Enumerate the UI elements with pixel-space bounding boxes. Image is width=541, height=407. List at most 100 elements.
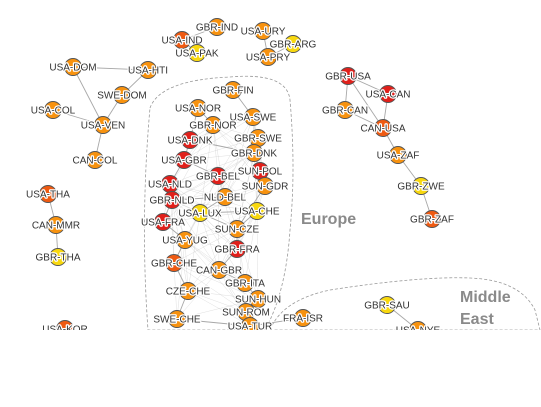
node-usa-tha[interactable]: USA-THA — [25, 185, 72, 203]
node-gbr-ita[interactable]: GBR-ITA — [224, 274, 266, 292]
node-sun-rom[interactable]: SUN-ROM — [221, 303, 271, 321]
node-circle[interactable] — [228, 240, 246, 258]
node-gbr-ind[interactable]: GBR-IND — [195, 18, 239, 36]
node-circle[interactable] — [412, 177, 430, 195]
node-usa-pak[interactable]: USA-PAK — [174, 44, 220, 62]
node-swe-che[interactable]: SWE-CHE — [152, 310, 202, 328]
node-usa-lux[interactable]: USA-LUX — [177, 204, 223, 222]
node-swe-dom[interactable]: SWE-DOM — [96, 86, 148, 104]
node-usa-gbr[interactable]: USA-GBR — [160, 151, 208, 169]
node-usa-ven[interactable]: USA-VEN — [80, 116, 126, 134]
node-usa-can[interactable]: USA-CAN — [364, 85, 412, 103]
node-gbr-zaf[interactable]: GBR-ZAF — [409, 210, 455, 228]
node-gbr-can[interactable]: GBR-CAN — [321, 101, 369, 119]
node-gbr-tha[interactable]: GBR-THA — [34, 248, 82, 266]
node-circle[interactable] — [423, 210, 441, 228]
node-circle[interactable] — [165, 254, 183, 272]
node-gbr-dnk[interactable]: GBR-DNK — [230, 144, 279, 162]
node-circle[interactable] — [189, 99, 207, 117]
node-circle[interactable] — [249, 290, 267, 308]
node-circle[interactable] — [44, 101, 62, 119]
node-circle[interactable] — [49, 248, 67, 266]
node-circle[interactable] — [191, 204, 209, 222]
node-sun-cze[interactable]: SUN-CZE — [214, 220, 261, 238]
node-circle[interactable] — [113, 86, 131, 104]
node-usa-pry[interactable]: USA-PRY — [245, 48, 292, 66]
node-usa-swe[interactable]: USA-SWE — [228, 108, 278, 126]
node-circle[interactable] — [179, 282, 197, 300]
node-circle[interactable] — [39, 185, 57, 203]
node-gbr-bel[interactable]: GBR-BEL — [195, 167, 242, 185]
node-circle[interactable] — [64, 58, 82, 76]
node-gbr-fin[interactable]: GBR-FIN — [211, 81, 255, 99]
node-can-gbr[interactable]: CAN-GBR — [195, 261, 243, 279]
node-usa-nld[interactable]: USA-NLD — [147, 175, 193, 193]
node-circle[interactable] — [374, 119, 392, 137]
node-circle[interactable] — [154, 213, 172, 231]
node-circle[interactable] — [209, 167, 227, 185]
node-circle[interactable] — [378, 296, 396, 314]
node-cze-che[interactable]: CZE-CHE — [165, 282, 212, 300]
node-circle[interactable] — [389, 146, 407, 164]
node-usa-hti[interactable]: USA-HTI — [127, 61, 169, 79]
node-usa-kor[interactable]: USA-KOR — [41, 320, 89, 331]
node-circle[interactable] — [176, 231, 194, 249]
node-circle[interactable] — [224, 81, 242, 99]
node-sun-gdr[interactable]: SUN-GDR — [240, 177, 290, 195]
node-circle[interactable] — [181, 131, 199, 149]
node-circle[interactable] — [228, 220, 246, 238]
node-gbr-zwe[interactable]: GBR-ZWE — [396, 177, 446, 195]
node-usa-fra[interactable]: USA-FRA — [140, 213, 187, 231]
node-fra-isr[interactable]: FRA-ISR — [282, 309, 324, 327]
node-gbr-nor[interactable]: GBR-NOR — [188, 116, 238, 134]
node-circle[interactable] — [139, 61, 157, 79]
node-can-col[interactable]: CAN-COL — [71, 151, 119, 169]
node-circle[interactable] — [175, 151, 193, 169]
node-circle[interactable] — [210, 261, 228, 279]
node-circle[interactable] — [216, 188, 234, 206]
node-circle[interactable] — [256, 177, 274, 195]
node-gbr-swe[interactable]: GBR-SWE — [233, 129, 283, 147]
node-circle[interactable] — [173, 31, 191, 49]
node-circle[interactable] — [94, 116, 112, 134]
node-circle[interactable] — [248, 202, 266, 220]
node-sun-pol[interactable]: SUN-POL — [237, 162, 284, 180]
node-circle[interactable] — [245, 144, 263, 162]
node-circle[interactable] — [244, 108, 262, 126]
node-circle[interactable] — [339, 67, 357, 85]
node-circle[interactable] — [294, 309, 312, 327]
node-can-mmr[interactable]: CAN-MMR — [31, 216, 81, 234]
node-usa-ury[interactable]: USA-URY — [239, 22, 287, 40]
node-circle[interactable] — [336, 101, 354, 119]
node-circle[interactable] — [379, 85, 397, 103]
node-circle[interactable] — [208, 18, 226, 36]
node-usa-che[interactable]: USA-CHE — [233, 202, 281, 220]
node-circle[interactable] — [47, 216, 65, 234]
node-circle[interactable] — [204, 116, 222, 134]
node-gbr-usa[interactable]: GBR-USA — [324, 67, 372, 85]
node-gbr-fra[interactable]: GBR-FRA — [213, 240, 261, 258]
node-circle[interactable] — [56, 320, 74, 331]
node-gbr-sau[interactable]: GBR-SAU — [363, 296, 411, 314]
node-circle[interactable] — [188, 44, 206, 62]
node-nld-bel[interactable]: NLD-BEL — [203, 188, 248, 206]
node-gbr-nld[interactable]: GBR-NLD — [148, 191, 196, 209]
node-can-usa[interactable]: CAN-USA — [359, 119, 407, 137]
node-gbr-che[interactable]: GBR-CHE — [150, 254, 199, 272]
node-circle[interactable] — [168, 310, 186, 328]
node-usa-tur[interactable]: USA-TUR — [227, 317, 273, 331]
node-usa-col[interactable]: USA-COL — [30, 101, 77, 119]
node-circle[interactable] — [254, 22, 272, 40]
node-circle[interactable] — [236, 274, 254, 292]
node-usa-dom[interactable]: USA-DOM — [48, 58, 98, 76]
node-usa-nor[interactable]: USA-NOR — [174, 99, 222, 117]
node-usa-zaf[interactable]: USA-ZAF — [375, 146, 421, 164]
node-circle[interactable] — [409, 321, 427, 331]
node-circle[interactable] — [284, 35, 302, 53]
node-usa-ind[interactable]: USA-IND — [160, 31, 204, 49]
node-usa-dnk[interactable]: USA-DNK — [166, 131, 214, 149]
node-circle[interactable] — [86, 151, 104, 169]
node-usa-nye[interactable]: USA-NYE — [395, 321, 442, 331]
node-usa-yug[interactable]: USA-YUG — [161, 231, 209, 249]
node-circle[interactable] — [163, 191, 181, 209]
